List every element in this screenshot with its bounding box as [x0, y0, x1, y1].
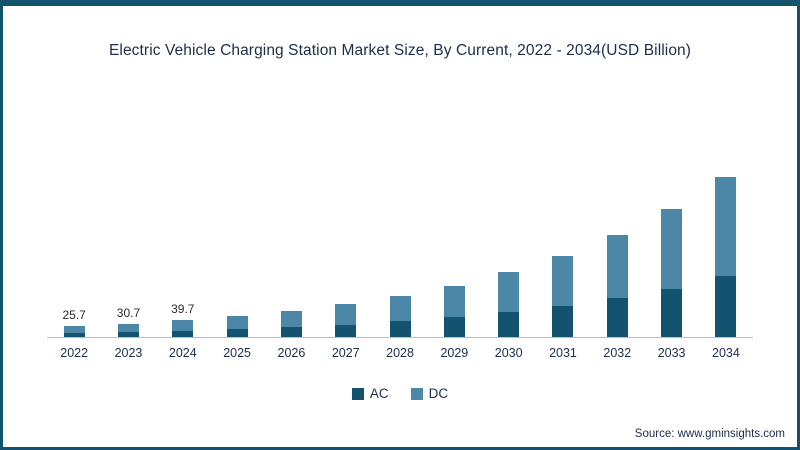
bar-column: [699, 159, 753, 337]
bar-column: [644, 191, 698, 337]
bars-container: 25.7 30.7 39.7: [47, 148, 753, 338]
stacked-bar-2030[interactable]: [498, 272, 520, 337]
bar-column: [264, 293, 318, 337]
stacked-bar-2027[interactable]: [335, 304, 357, 337]
dc-segment: [389, 295, 411, 322]
stacked-bar-2023[interactable]: [117, 324, 139, 337]
legend-item-dc[interactable]: DC: [410, 386, 449, 401]
ac-segment: [715, 276, 737, 337]
bar-column: [427, 268, 481, 337]
ac-segment: [335, 324, 357, 337]
x-tick-label: 2022: [60, 346, 89, 360]
ac-segment: [389, 321, 411, 337]
dc-segment: [172, 320, 194, 331]
ac-segment: [280, 327, 302, 337]
legend-label-ac: AC: [369, 386, 389, 401]
bar-column: [319, 286, 373, 337]
dc-segment: [117, 324, 139, 333]
x-tick-label: 2033: [657, 346, 686, 360]
dc-segment: [661, 209, 683, 289]
x-tick-label: 2023: [114, 346, 143, 360]
stacked-bar-2032[interactable]: [606, 235, 628, 337]
x-tick-label: 2028: [386, 346, 414, 360]
stacked-bar-2025[interactable]: [226, 316, 248, 337]
ac-segment: [172, 330, 194, 337]
bar-column: [590, 217, 644, 337]
x-tick-label: 2024: [168, 346, 197, 360]
chart-title: Electric Vehicle Charging Station Market…: [108, 42, 692, 59]
stacked-bar-2026[interactable]: [280, 310, 302, 337]
stacked-bar-2028[interactable]: [389, 295, 411, 337]
ac-segment: [661, 288, 683, 337]
bar-value-label: 39.7: [171, 302, 195, 317]
x-tick-label: 2032: [603, 346, 632, 360]
bar-column: [373, 278, 427, 337]
stacked-bar-2029[interactable]: [443, 285, 465, 337]
bar-value-label: 30.7: [116, 306, 141, 321]
stacked-bar-2031[interactable]: [552, 255, 574, 337]
ac-swatch-icon: [351, 387, 364, 400]
stacked-bar-2024[interactable]: [172, 320, 194, 337]
dc-segment: [443, 285, 465, 318]
ac-segment: [226, 329, 248, 337]
x-tick-label: 2031: [549, 346, 577, 360]
plot-area: 25.7 30.7 39.7 2022 2023 2024 2025 2026 2027 202…: [47, 148, 753, 360]
bar-column: 39.7: [156, 302, 210, 337]
x-tick-label: 2026: [277, 346, 306, 360]
bar-column: [482, 254, 536, 337]
source-attribution: Source: www.gminsights.com: [634, 428, 785, 440]
ac-segment: [443, 317, 465, 337]
bar-column: 25.7: [47, 308, 101, 337]
bar-column: [536, 238, 590, 337]
stacked-bar-2022[interactable]: [63, 326, 85, 337]
dc-segment: [280, 310, 302, 328]
bar-column: [210, 298, 264, 337]
x-tick-label: 2029: [440, 346, 469, 360]
ac-segment: [552, 306, 574, 337]
dc-swatch-icon: [410, 387, 423, 400]
x-tick-label: 2025: [223, 346, 251, 360]
dc-segment: [335, 304, 357, 325]
legend-label-dc: DC: [428, 386, 449, 401]
x-tick-label: 2034: [712, 346, 740, 360]
stacked-bar-2033[interactable]: [661, 209, 683, 337]
x-tick-label: 2027: [331, 346, 360, 360]
x-axis-labels: 2022 2023 2024 2025 2026 2027 2028 2029 2030 2031…: [47, 346, 753, 360]
legend-item-ac[interactable]: AC: [351, 386, 389, 401]
ac-segment: [117, 332, 139, 337]
bar-column: 30.7: [101, 306, 155, 337]
ac-segment: [606, 298, 628, 337]
stacked-bar-2034[interactable]: [715, 177, 737, 337]
dc-segment: [63, 326, 85, 333]
ac-segment: [63, 332, 85, 337]
dc-segment: [606, 235, 628, 299]
dc-segment: [498, 272, 520, 313]
dc-segment: [552, 255, 574, 307]
ac-segment: [498, 312, 520, 337]
bar-value-label: 25.7: [62, 308, 86, 323]
dc-segment: [715, 177, 737, 277]
x-tick-label: 2030: [494, 346, 523, 360]
chart-legend: AC DC: [3, 386, 797, 401]
dc-segment: [226, 316, 248, 330]
